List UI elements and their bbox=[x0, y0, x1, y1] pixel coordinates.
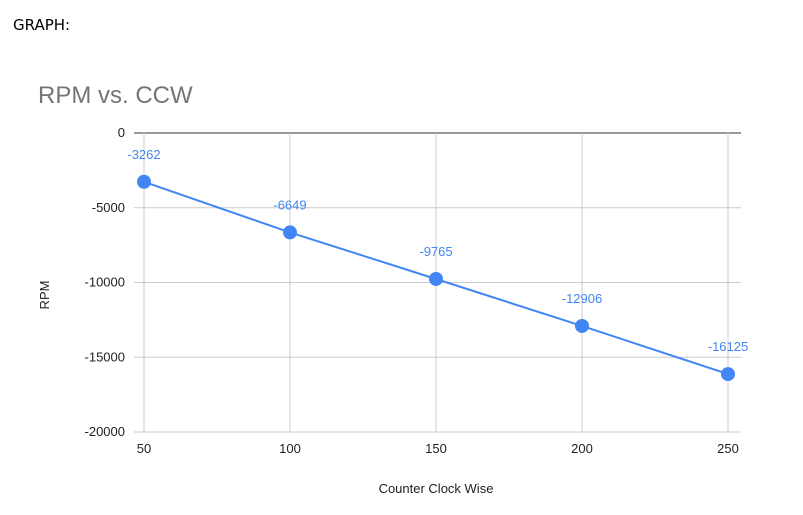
data-label: -16125 bbox=[708, 339, 748, 354]
y-axis-ticks: 0 -5000 -10000 -15000 -20000 bbox=[85, 125, 125, 439]
x-tick-label: 200 bbox=[571, 441, 593, 456]
data-label: -9765 bbox=[419, 244, 452, 259]
data-point bbox=[429, 271, 443, 286]
data-point bbox=[283, 225, 297, 240]
y-tick-label: -10000 bbox=[85, 275, 125, 290]
data-point bbox=[575, 318, 589, 333]
y-tick-label: 0 bbox=[118, 125, 125, 140]
data-label: -12906 bbox=[562, 291, 602, 306]
data-labels: -3262 -6649 -9765 -12906 -16125 bbox=[127, 147, 748, 354]
gridlines bbox=[134, 132, 741, 433]
y-tick-label: -20000 bbox=[85, 424, 125, 439]
x-axis-title: Counter Clock Wise bbox=[379, 481, 494, 496]
x-tick-label: 100 bbox=[279, 441, 301, 456]
y-tick-label: -5000 bbox=[92, 200, 125, 215]
x-axis-ticks: 50 100 150 200 250 bbox=[137, 441, 739, 456]
data-label: -3262 bbox=[127, 147, 160, 162]
y-tick-label: -15000 bbox=[85, 349, 125, 364]
data-label: -6649 bbox=[273, 197, 306, 212]
chart-title: RPM vs. CCW bbox=[38, 82, 193, 109]
x-tick-label: 150 bbox=[425, 441, 447, 456]
x-tick-label: 50 bbox=[137, 441, 151, 456]
graph-heading: GRAPH: bbox=[13, 16, 71, 34]
y-axis-title: RPM bbox=[37, 281, 52, 310]
x-tick-label: 250 bbox=[717, 441, 739, 456]
data-point bbox=[137, 174, 151, 189]
data-point bbox=[721, 367, 735, 382]
series-group bbox=[137, 174, 735, 382]
